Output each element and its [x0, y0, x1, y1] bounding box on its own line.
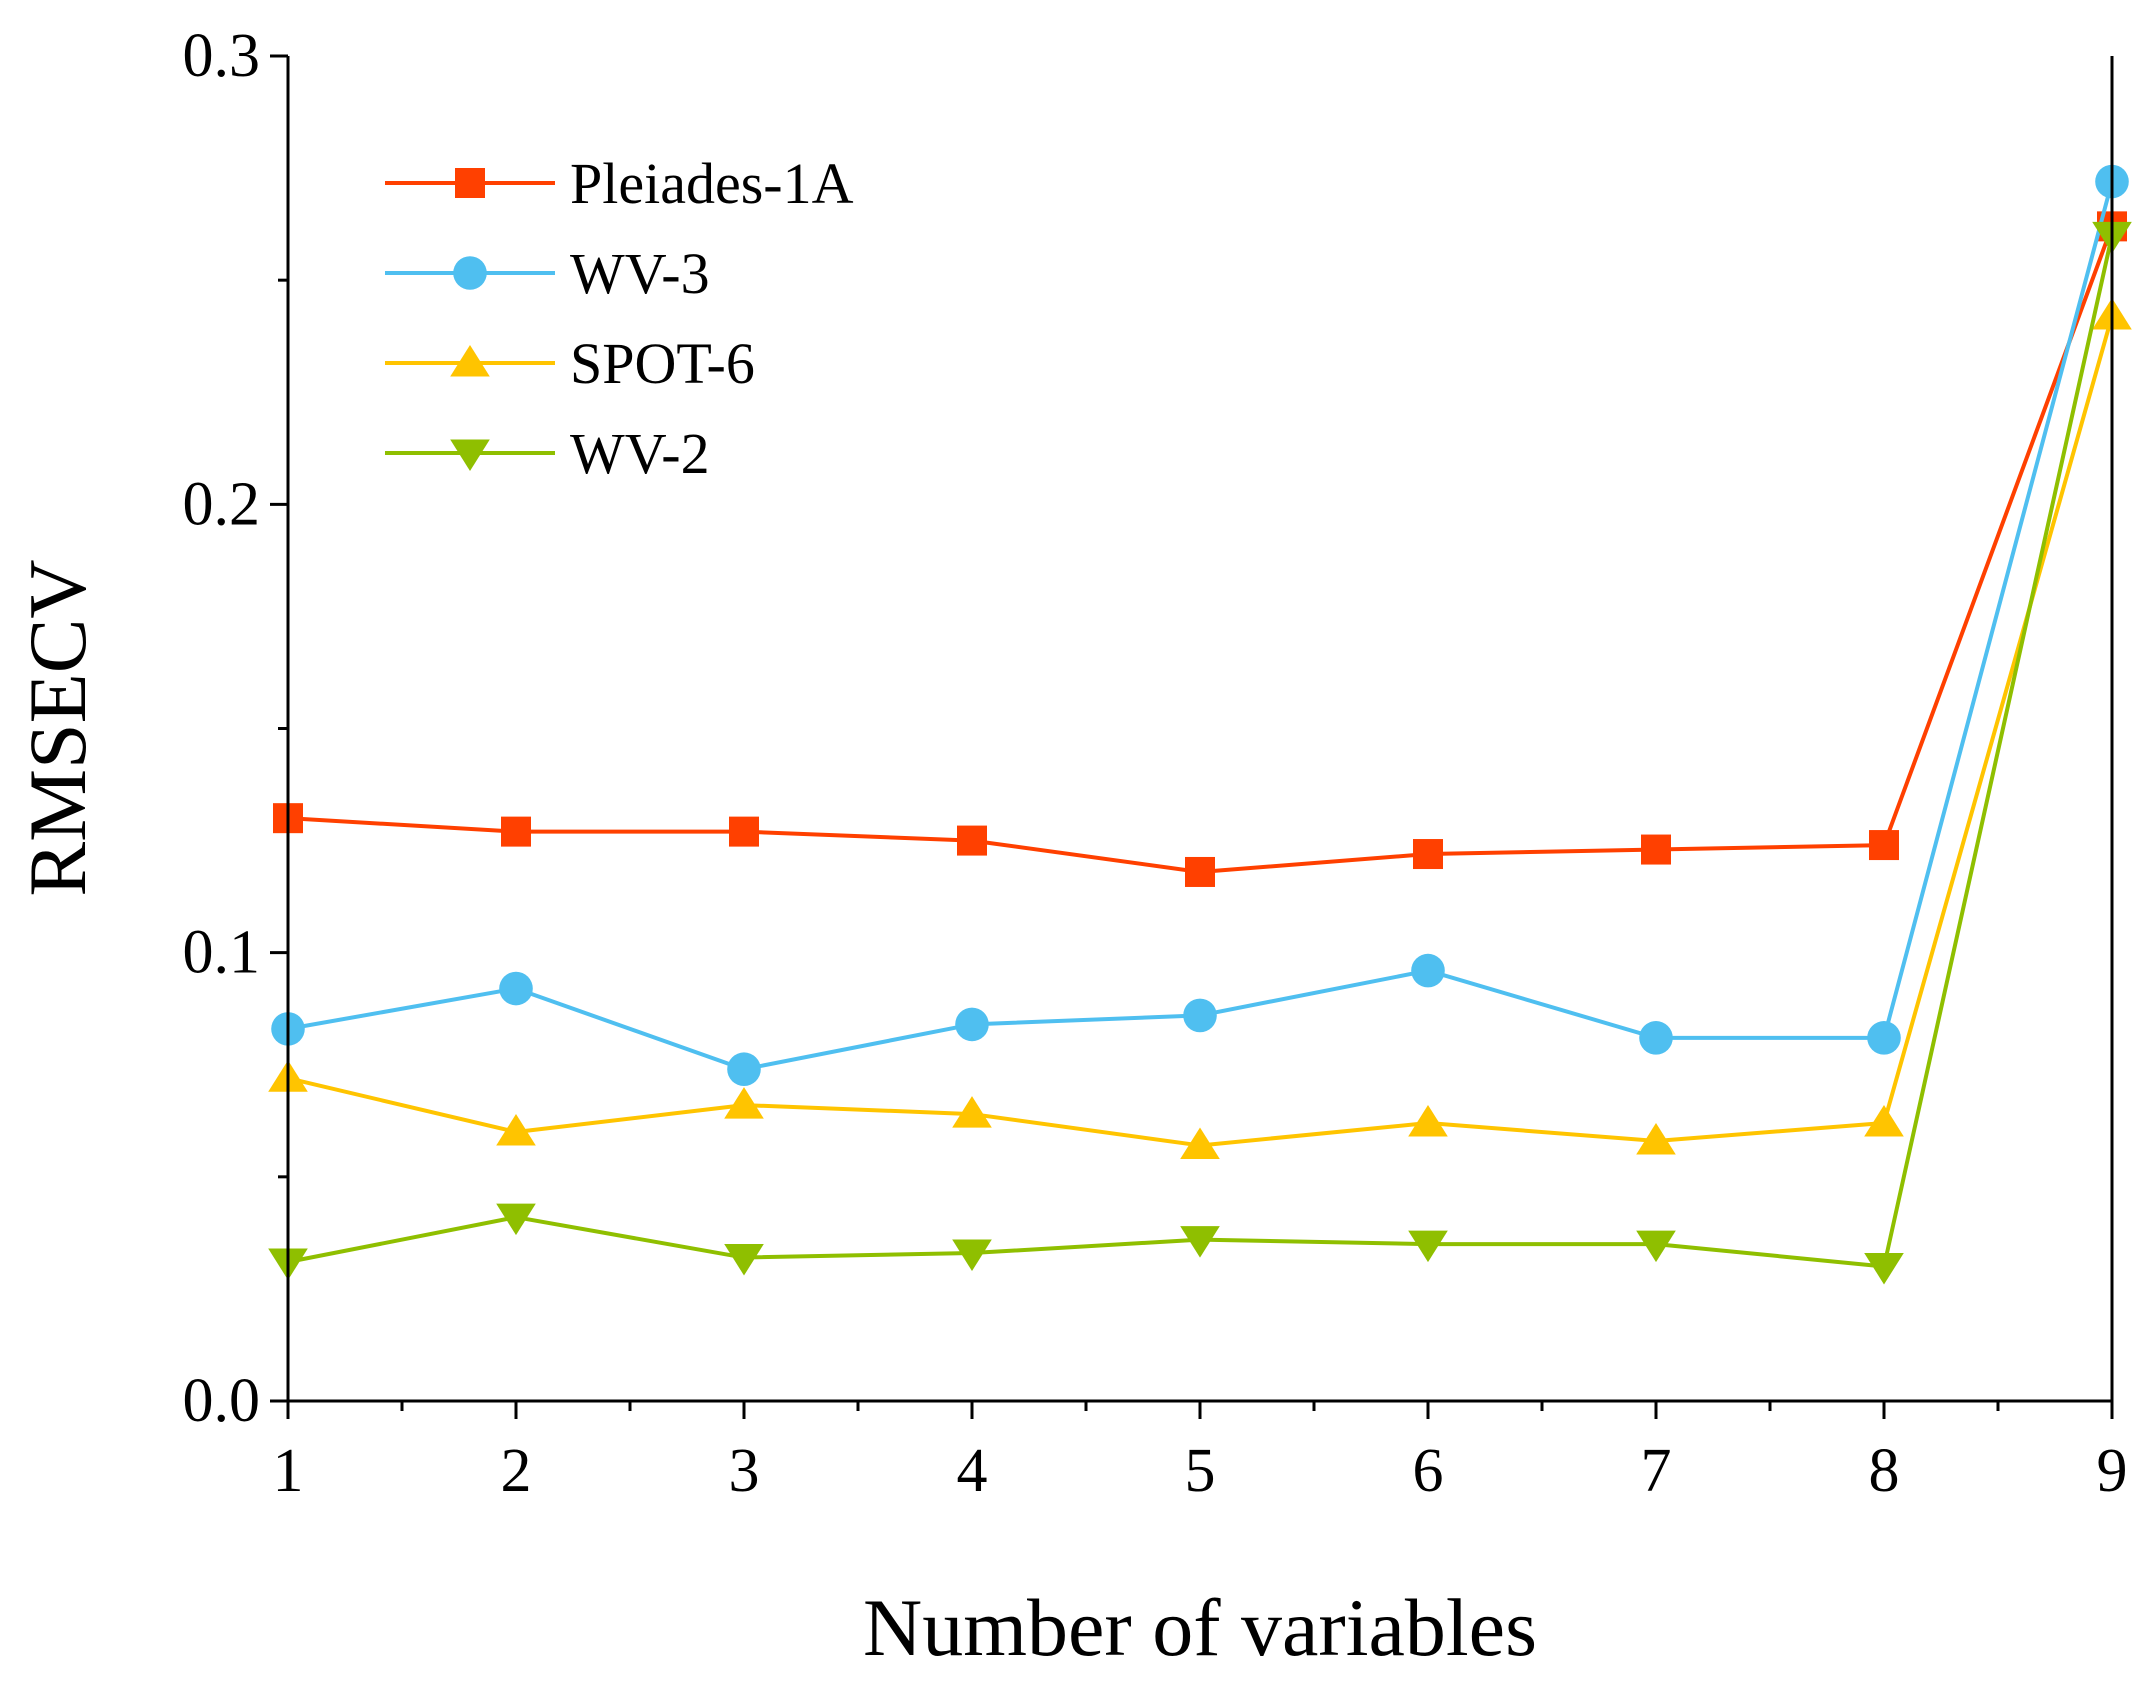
legend-label: WV-2: [570, 421, 710, 486]
legend-marker: [450, 345, 490, 377]
legend: Pleiades-1A WV-3 SPOT-6 WV-2: [385, 151, 854, 486]
ticks-layer: 0.0 0.1 0.2 0.3 1 2 3 4 5 6 7 8 9: [183, 22, 2128, 1505]
data-point: [1408, 1105, 1448, 1137]
legend-label: SPOT-6: [570, 331, 755, 396]
y-tick-label: 0.1: [183, 919, 261, 987]
data-point: [499, 971, 533, 1006]
data-point: [724, 1244, 764, 1276]
data-point: [1639, 1021, 1673, 1055]
x-axis-title: Number of variables: [863, 1582, 1537, 1673]
data-point: [1413, 839, 1443, 870]
legend-marker: [455, 168, 485, 198]
data-point: [1864, 1253, 1904, 1285]
x-tick-label: 5: [1185, 1437, 1216, 1505]
y-axis-title: RMSECV: [12, 559, 103, 896]
legend-entry: WV-2: [385, 421, 710, 486]
data-point: [1180, 1127, 1220, 1159]
data-point: [1636, 1122, 1676, 1155]
series-pleiades-1a: [273, 211, 2127, 887]
data-point: [952, 1096, 992, 1128]
series-line: [287, 181, 2114, 1072]
x-tick-label: 2: [501, 1437, 532, 1505]
x-tick-label: 9: [2097, 1437, 2128, 1505]
legend-label: Pleiades-1A: [570, 151, 854, 216]
data-point: [1411, 953, 1445, 988]
data-point: [501, 816, 531, 847]
data-point: [1185, 856, 1215, 887]
legend-entry: WV-3: [385, 241, 710, 306]
data-point: [724, 1087, 764, 1119]
x-tick-label: 7: [1641, 1437, 1672, 1505]
data-point: [957, 825, 987, 856]
data-point: [496, 1203, 536, 1236]
legend-entry: Pleiades-1A: [385, 151, 854, 216]
x-tick-label: 8: [1869, 1437, 1900, 1505]
series-layer: [268, 164, 2132, 1285]
x-tick-label: 6: [1413, 1437, 1444, 1505]
data-point: [1180, 1226, 1220, 1258]
series-wv-3: [271, 164, 2129, 1087]
series-spot-6: [268, 298, 2132, 1159]
legend-marker: [450, 439, 490, 471]
series-line: [287, 234, 2114, 1269]
data-point: [729, 816, 759, 847]
data-point: [952, 1239, 992, 1272]
data-point: [1867, 1021, 1901, 1055]
data-point: [1408, 1230, 1448, 1263]
legend-label: WV-3: [570, 241, 710, 306]
y-tick-label: 0.0: [183, 1367, 261, 1435]
data-point: [1864, 1105, 1904, 1137]
x-tick-label: 1: [273, 1437, 304, 1505]
legend-marker: [453, 256, 487, 290]
axes-layer: [286, 56, 2114, 1403]
legend-entry: SPOT-6: [385, 331, 755, 396]
series-line: [287, 225, 2114, 874]
data-point: [1183, 998, 1217, 1033]
y-tick-label: 0.3: [183, 22, 261, 90]
data-point: [727, 1052, 761, 1087]
data-point: [955, 1007, 989, 1042]
data-point: [1636, 1230, 1676, 1263]
x-tick-label: 4: [957, 1437, 988, 1505]
series-wv-2: [268, 221, 2132, 1285]
data-point: [1869, 830, 1899, 861]
x-tick-label: 3: [729, 1437, 760, 1505]
data-point: [1641, 834, 1671, 865]
y-tick-label: 0.2: [183, 470, 261, 538]
data-point: [496, 1114, 536, 1146]
